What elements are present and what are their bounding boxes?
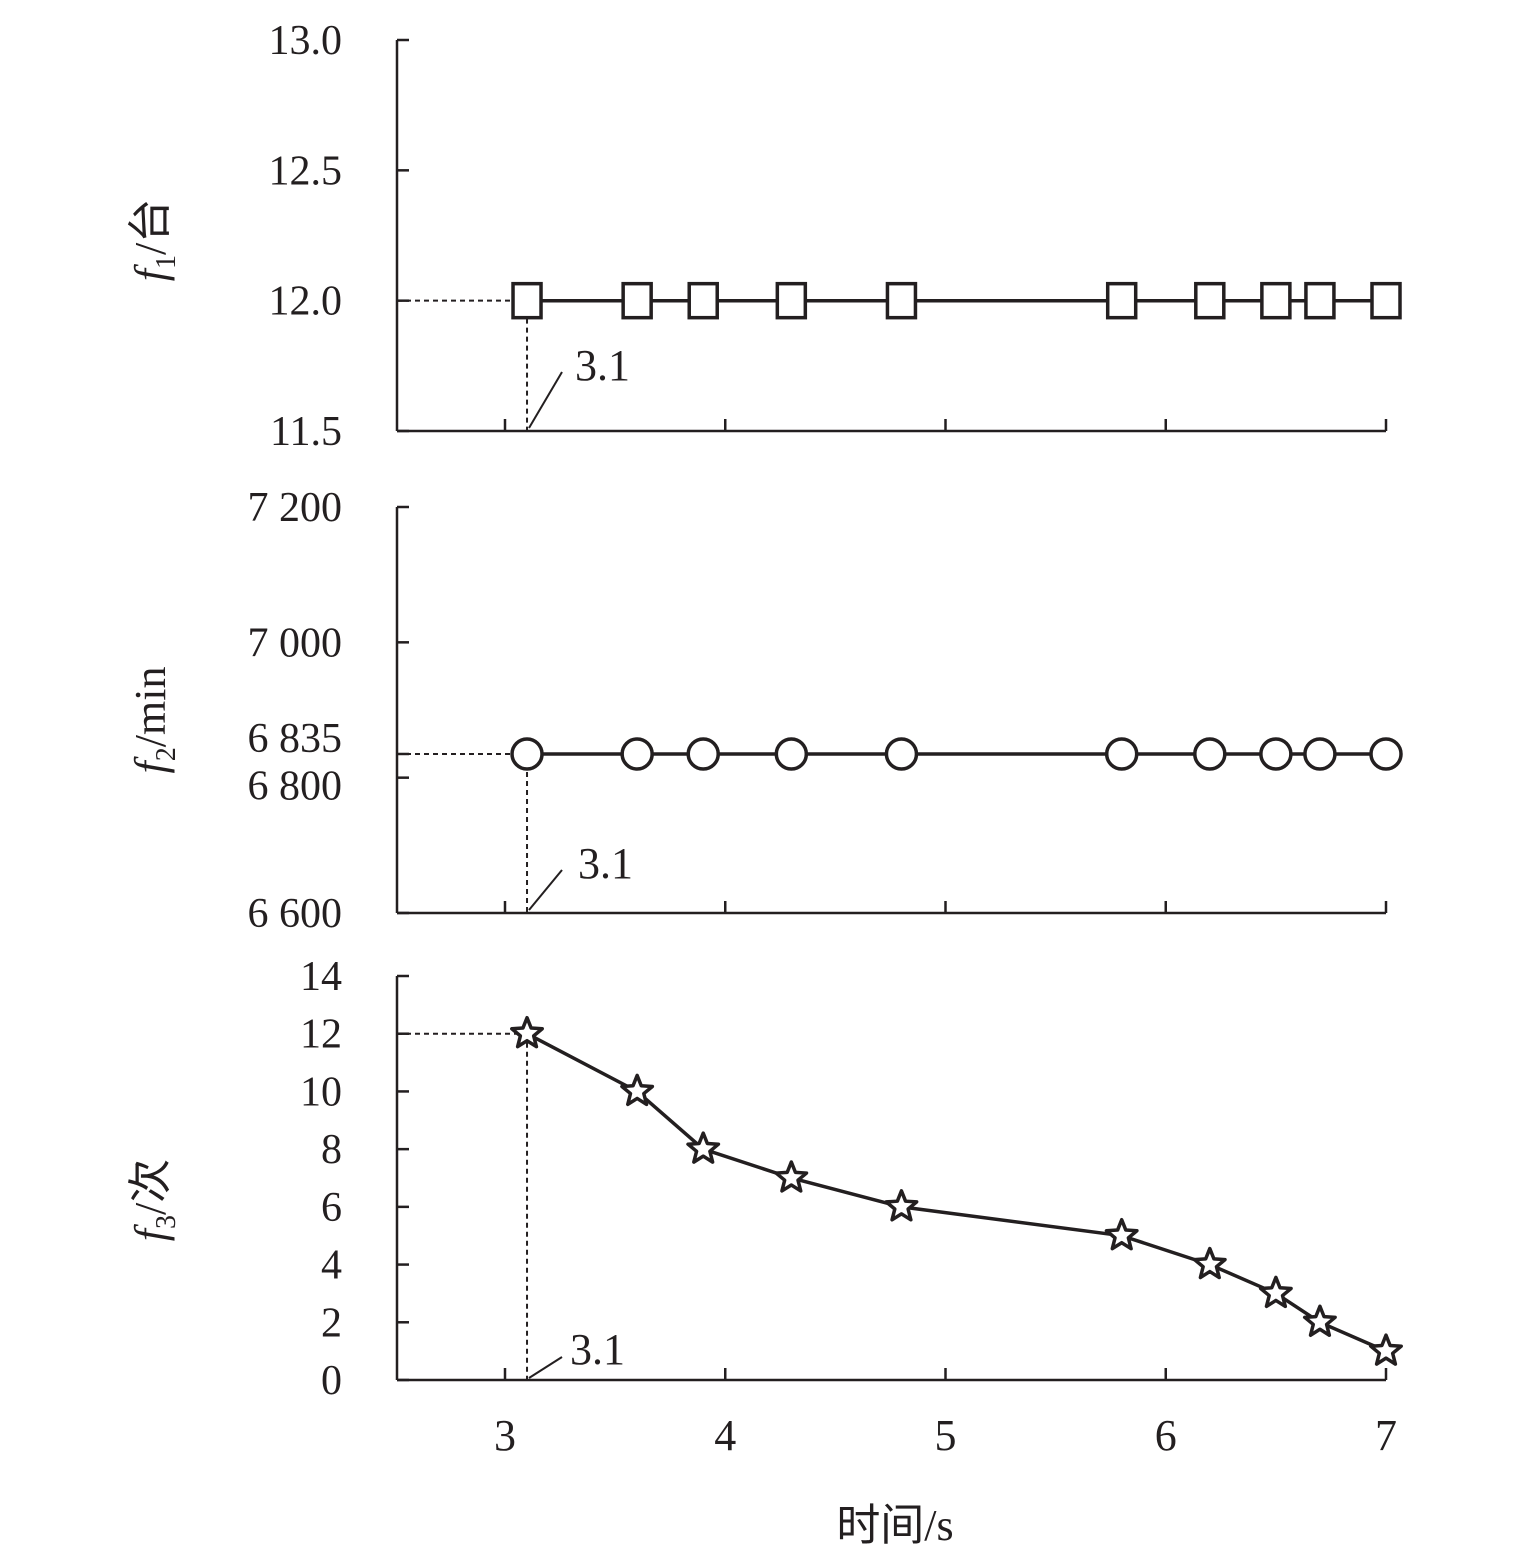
x-axis-title: 时间/s bbox=[836, 1501, 953, 1550]
data-point-square bbox=[775, 281, 808, 320]
data-point-square bbox=[885, 281, 918, 320]
data-point-square bbox=[621, 281, 653, 320]
data-point-circle bbox=[1259, 737, 1293, 771]
data-point-circle bbox=[686, 737, 720, 771]
data-point-star bbox=[1258, 1275, 1293, 1309]
panel-3: 0 2 4 6 8 10 12 14 f3/次 3.1 bbox=[126, 954, 1403, 1404]
data-point-square bbox=[1260, 281, 1292, 320]
data-point-star bbox=[1302, 1304, 1337, 1337]
annotation-label: 3.1 bbox=[575, 341, 630, 390]
data-point-circle bbox=[1104, 737, 1139, 771]
data-point-square bbox=[511, 281, 543, 320]
x-tick-label: 7 bbox=[1375, 1411, 1397, 1460]
data-point-star bbox=[510, 1015, 544, 1049]
x-tick-label: 6 bbox=[1155, 1411, 1177, 1460]
data-point-circle bbox=[620, 737, 654, 771]
y-tick-label: 8 bbox=[321, 1127, 342, 1173]
y-axis-title: f1/台 bbox=[126, 199, 182, 281]
data-point-circle bbox=[1193, 737, 1227, 771]
data-point-star bbox=[1192, 1246, 1227, 1280]
data-point-square bbox=[1194, 281, 1226, 320]
data-point-square bbox=[1105, 281, 1138, 320]
x-tick-label: 5 bbox=[935, 1411, 957, 1460]
data-point-circle bbox=[510, 737, 544, 771]
y-tick-label: 4 bbox=[321, 1243, 342, 1289]
y-tick-label: 11.5 bbox=[270, 409, 342, 455]
data-point-star bbox=[686, 1131, 721, 1164]
y-tick-label: 12.5 bbox=[269, 148, 343, 194]
y-tick-label: 6 bbox=[321, 1185, 342, 1231]
x-tick-label: 4 bbox=[714, 1411, 736, 1460]
y-tick-label: 12.0 bbox=[269, 279, 343, 325]
y-tick-label: 13.0 bbox=[269, 18, 343, 64]
panel-1: 11.5 12.0 12.5 13.0 f1/台 3.1 bbox=[126, 18, 1402, 455]
series-line bbox=[526, 1032, 1387, 1353]
y-tick-label: 6 600 bbox=[248, 891, 343, 937]
annotation-leader bbox=[528, 869, 563, 911]
y-tick-label: 0 bbox=[321, 1358, 342, 1404]
data-point-star bbox=[1369, 1333, 1403, 1366]
y-tick-label: 12 bbox=[300, 1012, 342, 1058]
data-point-circle bbox=[1369, 737, 1403, 771]
y-tick-label: 2 bbox=[321, 1300, 342, 1346]
data-point-star bbox=[620, 1073, 655, 1107]
annotation-label: 3.1 bbox=[578, 839, 633, 888]
y-axis-title: f3/次 bbox=[126, 1159, 182, 1241]
annotation-leader bbox=[528, 371, 563, 429]
annotation-label: 3.1 bbox=[570, 1325, 625, 1374]
y-tick-label: 10 bbox=[300, 1069, 342, 1115]
data-point-star bbox=[1104, 1217, 1139, 1251]
y-tick-label: 7 000 bbox=[248, 620, 343, 666]
y-tick-label: 14 bbox=[300, 954, 342, 1000]
data-point-circle bbox=[884, 737, 919, 771]
y-tick-label: 6 800 bbox=[248, 764, 343, 810]
data-point-star bbox=[774, 1160, 809, 1193]
data-point-circle bbox=[1303, 737, 1337, 771]
y-tick-label: 6 835 bbox=[248, 716, 343, 762]
data-point-square bbox=[1370, 281, 1402, 320]
annotation-leader bbox=[528, 1356, 563, 1379]
data-point-circle bbox=[774, 737, 809, 771]
data-point-square bbox=[687, 281, 719, 320]
y-axis-title: f2/min bbox=[126, 667, 182, 774]
y-tick-label: 7 200 bbox=[248, 485, 343, 531]
data-point-star bbox=[884, 1189, 919, 1222]
x-tick-label: 3 bbox=[494, 1411, 516, 1460]
data-point-square bbox=[1304, 281, 1336, 320]
